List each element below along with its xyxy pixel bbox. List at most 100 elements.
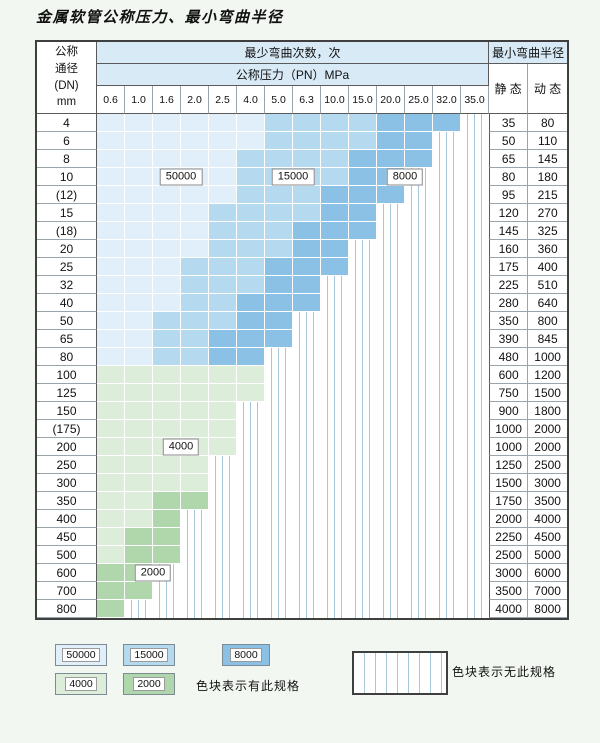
cycle-cell-4000 [125,420,153,438]
cycle-cell-15000 [321,132,349,150]
legend-available-text: 色块表示有此规格 [196,679,301,693]
cycle-cell-4000 [153,456,181,474]
cycle-cell-8000 [237,312,265,330]
static-radius-cell: 225 [489,276,529,294]
cycle-cell-8000 [265,330,293,348]
table-row: 450 2250 4500 [37,528,568,546]
static-radius-cell: 350 [489,312,529,330]
no-spec-cell [377,492,405,510]
static-radius-cell: 1000 [489,438,529,456]
no-spec-cell [209,474,237,492]
no-spec-cell [461,384,490,402]
cycle-count-label: 15000 [271,168,315,186]
no-spec-cell [405,348,433,366]
cycle-cell-8000 [377,186,405,204]
dn-cell: 700 [37,582,97,600]
cycle-cell-50000 [153,222,181,240]
static-radius-cell: 2500 [489,546,529,564]
no-spec-cell [125,600,153,618]
cycle-cell-50000 [97,150,125,168]
cycle-cell-50000 [97,204,125,222]
static-radius-cell: 480 [489,348,529,366]
no-spec-cell [321,492,349,510]
cycle-cell-50000 [153,276,181,294]
no-spec-cell [265,492,293,510]
no-spec-cell [349,276,377,294]
cycle-cell-50000 [125,240,153,258]
no-spec-cell [293,546,321,564]
no-spec-cell [433,258,461,276]
dynamic-radius-cell: 180 [528,168,568,186]
header-row-2: 公称压力（PN）MPa 静 态 动 态 [37,64,568,114]
cycle-cell-50000 [125,312,153,330]
no-spec-cell [461,222,490,240]
dynamic-radius-cell: 215 [528,186,568,204]
static-radius-cell: 95 [489,186,529,204]
cycle-cell-50000 [125,294,153,312]
no-spec-cell [377,240,405,258]
dn-cell: (12) [37,186,97,204]
cycle-cell-15000 [181,312,209,330]
pressure-col-header: 2.0 [181,86,209,114]
dynamic-radius-cell: 145 [528,150,568,168]
table-row: 25 175 400 [37,258,568,276]
no-spec-cell [209,510,237,528]
cycle-cell-15000 [321,114,349,132]
no-spec-cell [349,420,377,438]
table-row: (18) 145 325 [37,222,568,240]
cycle-cell-2000 [153,528,181,546]
cycle-cell-4000 [97,384,125,402]
no-spec-cell [405,384,433,402]
cycle-cell-4000 [153,366,181,384]
no-spec-cell [405,276,433,294]
static-radius-cell: 280 [489,294,529,312]
no-spec-cell [461,402,490,420]
no-spec-cell [461,546,490,564]
dynamic-radius-cell: 5000 [528,546,568,564]
cycle-cell-50000 [97,132,125,150]
table-row: (12) 95 215 [37,186,568,204]
cycle-cell-4000 [97,438,125,456]
no-spec-cell [405,528,433,546]
spec-table: 公称 通径 (DN) mm 最少弯曲次数，次 最小弯曲半径 公称压力（PN）MP… [35,40,570,620]
dynamic-radius-cell: 4000 [528,510,568,528]
cycle-cell-4000 [209,438,237,456]
cycle-cell-15000 [209,294,237,312]
no-spec-cell [265,384,293,402]
dynamic-header: 动 态 [528,64,568,114]
no-spec-cell [433,294,461,312]
cycle-cell-8000 [377,150,405,168]
no-spec-cell [209,582,237,600]
no-spec-cell [265,564,293,582]
cycle-cell-8000 [321,186,349,204]
table-row: 700 3500 7000 [37,582,568,600]
table-row: 800 4000 8000 [37,600,568,618]
cycle-count-label: 50000 [159,168,203,186]
table-head: 公称 通径 (DN) mm 最少弯曲次数，次 最小弯曲半径 公称压力（PN）MP… [37,42,568,114]
radius-header: 最小弯曲半径 [489,42,568,64]
no-spec-cell [349,258,377,276]
table-row: 500 2500 5000 [37,546,568,564]
dn-corner-header: 公称 通径 (DN) mm [37,42,97,114]
no-spec-cell [237,402,265,420]
static-radius-cell: 3500 [489,582,529,600]
no-spec-cell [237,546,265,564]
cycle-cell-50000 [153,258,181,276]
cycle-cell-4000 [209,384,237,402]
cycle-cell-15000 [181,258,209,276]
no-spec-cell [349,492,377,510]
no-spec-cell [265,366,293,384]
no-spec-cell [321,384,349,402]
cycle-cell-50000 [209,186,237,204]
dynamic-radius-cell: 80 [528,114,568,132]
no-spec-cell [433,600,461,618]
no-spec-cell [377,294,405,312]
cycle-cell-2000 [153,546,181,564]
cycle-cell-4000 [125,510,153,528]
cycle-count-label: 8000 [386,168,424,186]
dynamic-radius-cell: 1200 [528,366,568,384]
dynamic-radius-cell: 325 [528,222,568,240]
static-header: 静 态 [489,64,529,114]
cycle-cell-15000 [153,330,181,348]
